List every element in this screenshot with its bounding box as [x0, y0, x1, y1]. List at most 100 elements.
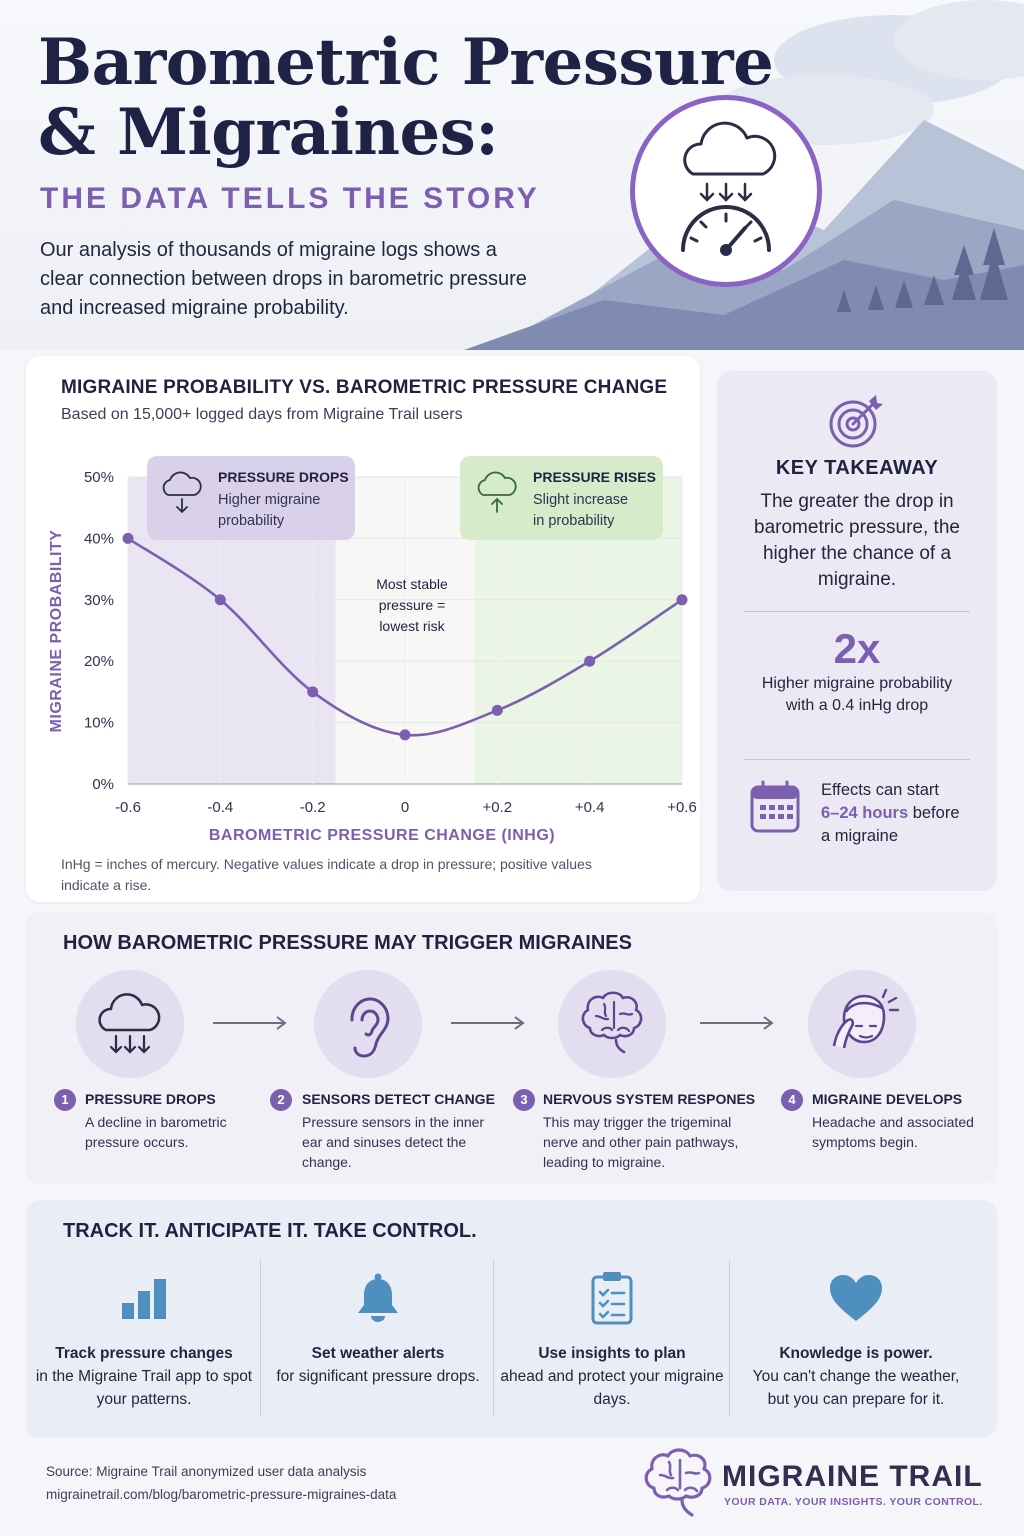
- page-subtitle: THE DATA TELLS THE STORY: [40, 182, 540, 215]
- x-tick-label: -0.6: [115, 799, 141, 816]
- step-3-description: This may trigger the trigeminal nerve an…: [543, 1114, 739, 1170]
- rises-callout-line2: in probability: [533, 513, 615, 529]
- takeaway-stat-text: Higher migraine probability with a 0.4 i…: [761, 675, 953, 714]
- stable-note-line3: lowest risk: [379, 618, 445, 634]
- brand-name: MIGRAINE TRAIL: [722, 1460, 983, 1493]
- pressure-gauge-badge: [630, 95, 822, 287]
- step-4-icon-circle: [808, 970, 916, 1078]
- x-tick-label: -0.2: [300, 799, 326, 816]
- takeaway-text: The greater the drop in barometric press…: [754, 491, 960, 590]
- y-tick-label: 0%: [92, 776, 114, 793]
- track-item-3: Use insights to plan ahead and protect yo…: [496, 1262, 728, 1411]
- data-point: [122, 532, 134, 544]
- y-tick-label: 50%: [84, 469, 114, 486]
- bar-chart-icon: [122, 1279, 166, 1319]
- effect-post: a migraine: [821, 827, 899, 845]
- page-title-line1: Barometric Pressure: [38, 25, 774, 100]
- track-item-3-bold: Use insights to plan: [538, 1345, 686, 1362]
- pressure-rises-callout: [460, 456, 663, 540]
- x-tick-label: +0.4: [575, 799, 605, 816]
- drops-callout-line2: probability: [218, 513, 285, 529]
- chart-footnote: InHg = inches of mercury. Negative value…: [61, 856, 592, 893]
- step-4-heading: MIGRAINE DEVELOPS: [812, 1091, 963, 1107]
- step-1-number: 1: [54, 1089, 76, 1111]
- intro-text: Our analysis of thousands of migraine lo…: [40, 239, 527, 319]
- key-takeaway-card: KEY TAKEAWAY The greater the drop in bar…: [717, 371, 997, 891]
- cloud-up-arrow-icon: [477, 471, 517, 513]
- track-section: TRACK IT. ANTICIPATE IT. TAKE CONTROL. T…: [26, 1200, 997, 1438]
- data-point: [307, 686, 319, 698]
- stable-note-line1: Most stable: [376, 576, 448, 592]
- calendar-icon: [750, 780, 800, 833]
- y-tick-label: 20%: [84, 653, 114, 670]
- step-4-number: 4: [781, 1089, 803, 1111]
- drops-callout-line1: Higher migraine: [218, 492, 320, 508]
- takeaway-heading: KEY TAKEAWAY: [775, 457, 939, 479]
- track-item-2-text: for significant pressure drops.: [276, 1368, 480, 1385]
- step-2-description: Pressure sensors in the inner ear and si…: [302, 1114, 485, 1170]
- chart-card: MIGRAINE PROBABILITY VS. BAROMETRIC PRES…: [26, 356, 700, 902]
- pressure-drops-callout: [147, 456, 355, 540]
- brain-icon: [581, 991, 643, 1054]
- step-3-icon-circle: [558, 970, 666, 1078]
- flow-arrow-icon: [700, 1016, 774, 1030]
- drops-callout-head: PRESSURE DROPS: [218, 469, 349, 485]
- source-citation: Source: Migraine Trail anonymized user d…: [46, 1460, 396, 1506]
- chart-title: MIGRAINE PROBABILITY VS. BAROMETRIC PRES…: [61, 377, 668, 398]
- effect-mid: before: [908, 804, 960, 822]
- divider: [744, 759, 970, 760]
- effect-pre: Effects can start: [821, 781, 939, 799]
- track-item-2-bold: Set weather alerts: [311, 1345, 445, 1362]
- y-axis-label: MIGRAINE PROBABILITY: [48, 530, 65, 733]
- step-4-description: Headache and associated symptoms begin.: [812, 1114, 974, 1150]
- bell-icon: [358, 1273, 398, 1322]
- data-point: [584, 655, 596, 667]
- cloud-pressure-drop-icon: [98, 993, 161, 1054]
- line-chart: 0% 10% 20% 30% 40% 50% -0.6 -0.4 -0.2 0 +0.2 +0.4 +0…: [48, 456, 697, 844]
- effect-highlight: 6–24 hours: [821, 804, 909, 822]
- page-title: Barometric Pressure & Migraines:: [38, 25, 774, 170]
- headache-face-icon: [832, 988, 900, 1049]
- rises-callout-head: PRESSURE RISES: [533, 469, 656, 485]
- step-2-icon-circle: [314, 970, 422, 1078]
- track-item-4-text: You can't change the weather, but you ca…: [752, 1368, 960, 1408]
- divider: [744, 611, 970, 612]
- flow-arrow-icon: [451, 1016, 525, 1030]
- how-it-works-section: HOW BAROMETRIC PRESSURE MAY TRIGGER MIGR…: [26, 912, 997, 1184]
- data-point: [676, 594, 688, 606]
- track-item-1-bold: Track pressure changes: [55, 1345, 233, 1362]
- step-1-icon-circle: [76, 970, 184, 1078]
- divider: [729, 1260, 730, 1416]
- track-item-4-bold: Knowledge is power.: [779, 1345, 933, 1362]
- y-tick-label: 30%: [84, 592, 114, 609]
- source-text: Source: Migraine Trail anonymized user d…: [46, 1464, 367, 1479]
- stable-note-line2: pressure =: [379, 597, 446, 613]
- x-axis-label: BAROMETRIC PRESSURE CHANGE (INHG): [209, 827, 555, 844]
- y-tick-label: 40%: [84, 530, 114, 547]
- step-3-heading: NERVOUS SYSTEM RESPONES: [543, 1091, 756, 1107]
- step-1-heading: PRESSURE DROPS: [85, 1091, 216, 1107]
- divider: [493, 1260, 494, 1416]
- divider: [260, 1260, 261, 1416]
- clipboard-checklist-icon: [591, 1272, 633, 1325]
- cloud-down-arrow-icon: [162, 471, 202, 514]
- track-item-1-text: in the Migraine Trail app to spot your p…: [35, 1368, 253, 1408]
- source-url[interactable]: migrainetrail.com/blog/barometric-pressu…: [46, 1487, 397, 1502]
- cloud-gauge-icon: [681, 121, 777, 256]
- effect-timing-text: Effects can start 6–24 hours before a mi…: [821, 779, 981, 848]
- flow-arrow-icon: [213, 1016, 287, 1030]
- track-item-1: Track pressure changes in the Migraine Tr…: [28, 1262, 260, 1411]
- page-title-line2: & Migraines:: [38, 95, 499, 170]
- x-tick-label: +0.2: [483, 799, 513, 816]
- brand-tagline: YOUR DATA. YOUR INSIGHTS. YOUR CONTROL.: [724, 1496, 983, 1508]
- track-item-2: Set weather alerts for significant pressu…: [262, 1262, 494, 1388]
- target-icon: [829, 395, 883, 448]
- step-2-number: 2: [270, 1089, 292, 1111]
- step-1-description: A decline in barometric pressure occurs.: [85, 1114, 227, 1150]
- chart-subtitle: Based on 15,000+ logged days from Migrai…: [61, 406, 463, 423]
- heart-icon: [830, 1275, 882, 1321]
- track-item-4: Knowledge is power. You can't change the …: [740, 1262, 972, 1411]
- x-tick-label: +0.6: [667, 799, 697, 816]
- y-tick-label: 10%: [84, 715, 114, 732]
- takeaway-big-stat: 2x: [833, 625, 881, 672]
